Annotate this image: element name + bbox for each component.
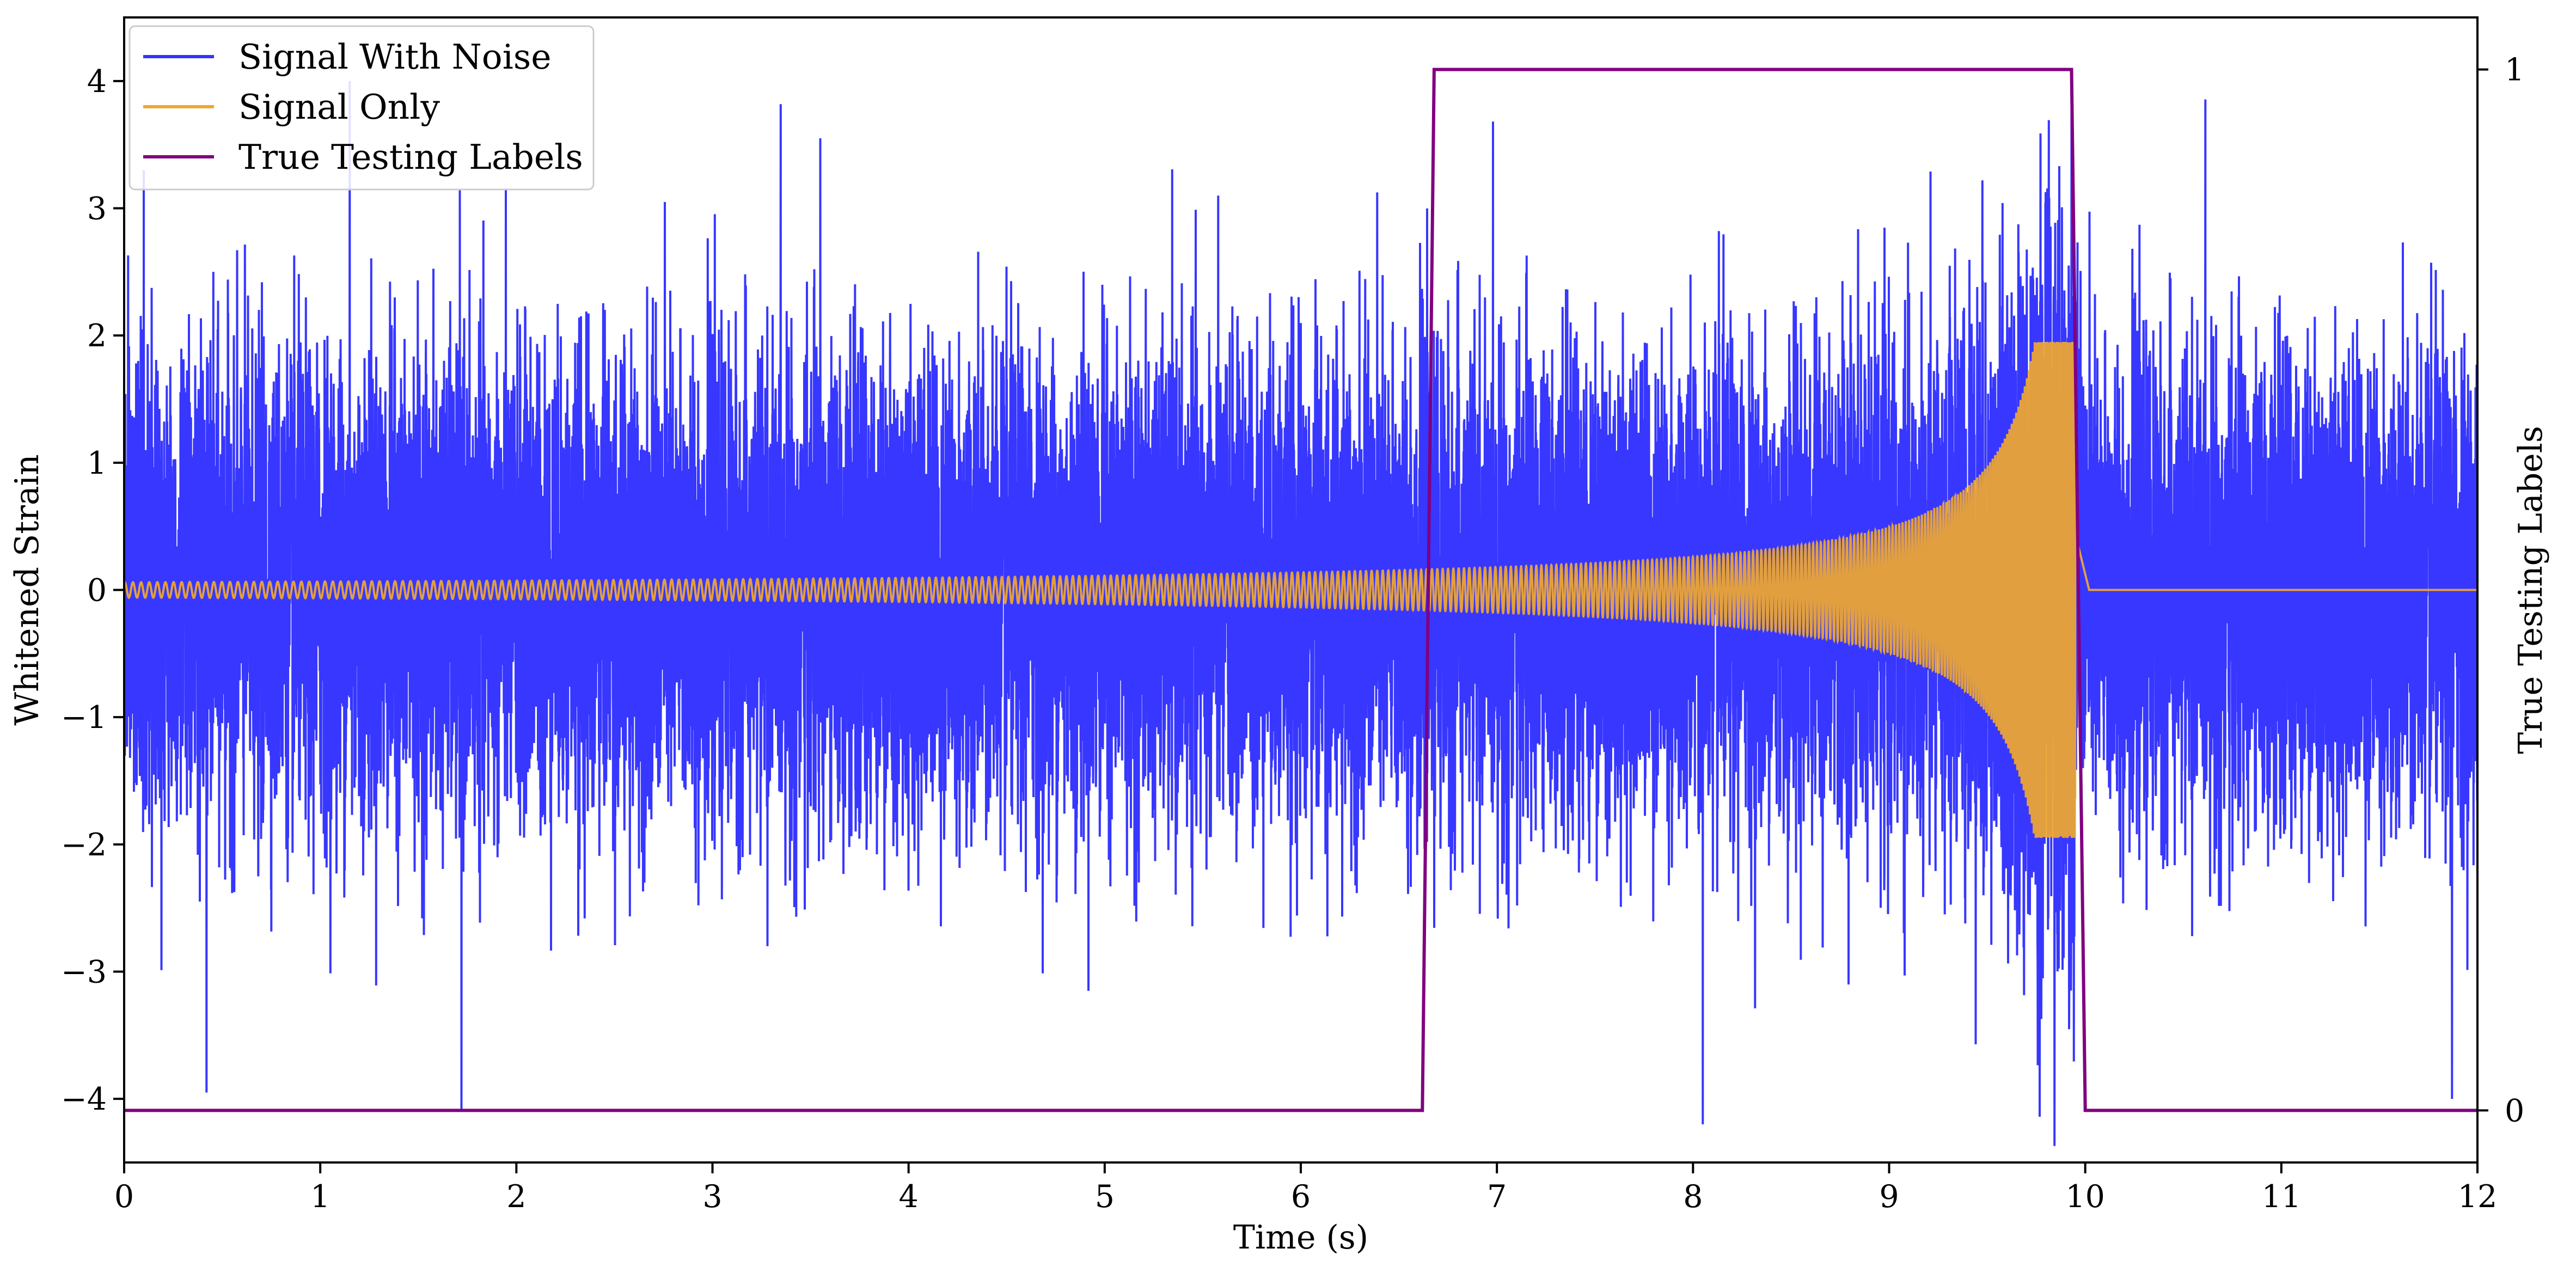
x-tick-label: 4 [899, 1179, 919, 1215]
x-tick-label: 0 [114, 1179, 134, 1215]
x-tick-label: 10 [2065, 1179, 2105, 1215]
x-tick-label: 8 [1683, 1179, 1703, 1215]
legend-box [129, 25, 595, 191]
x-tick-label: 2 [506, 1179, 526, 1215]
y-tick-label: −1 [61, 700, 107, 736]
legend-label: Signal Only [238, 87, 440, 127]
y-tick-label: 2 [87, 318, 107, 354]
x-tick-label: 12 [2458, 1179, 2498, 1215]
y2-tick-label: 1 [2505, 52, 2524, 88]
y-tick-label: 0 [87, 573, 107, 609]
y-tick-label: −3 [61, 954, 107, 990]
x-tick-label: 7 [1487, 1179, 1507, 1215]
x-tick-label: 9 [1879, 1179, 1899, 1215]
y2-axis-title: True Testing Labels [2512, 426, 2550, 754]
y2-tick-label: 0 [2505, 1093, 2524, 1129]
legend-label: Signal With Noise [238, 37, 551, 77]
y-tick-label: 3 [87, 191, 107, 227]
series-true-testing-labels [124, 68, 2477, 1112]
x-tick-label: 11 [2262, 1179, 2302, 1215]
series-signal-with-noise [124, 81, 2477, 1146]
x-tick-label: 1 [310, 1179, 330, 1215]
x-tick-label: 3 [702, 1179, 722, 1215]
y-tick-label: −2 [61, 827, 107, 863]
y-tick-label: −4 [61, 1081, 107, 1117]
series-signal-only [124, 341, 2477, 839]
x-tick-label: 5 [1095, 1179, 1115, 1215]
x-axis-title: Time (s) [1233, 1219, 1368, 1257]
legend: Signal With Noise Signal Only True Testing… [129, 25, 595, 191]
y-tick-label: 4 [87, 64, 107, 100]
y-axis-title: Whitened Strain [8, 454, 46, 725]
y-tick-label: 1 [87, 445, 107, 481]
legend-label: True Testing Labels [238, 137, 583, 177]
x-tick-label: 6 [1291, 1179, 1311, 1215]
plot-area [124, 68, 2477, 1146]
